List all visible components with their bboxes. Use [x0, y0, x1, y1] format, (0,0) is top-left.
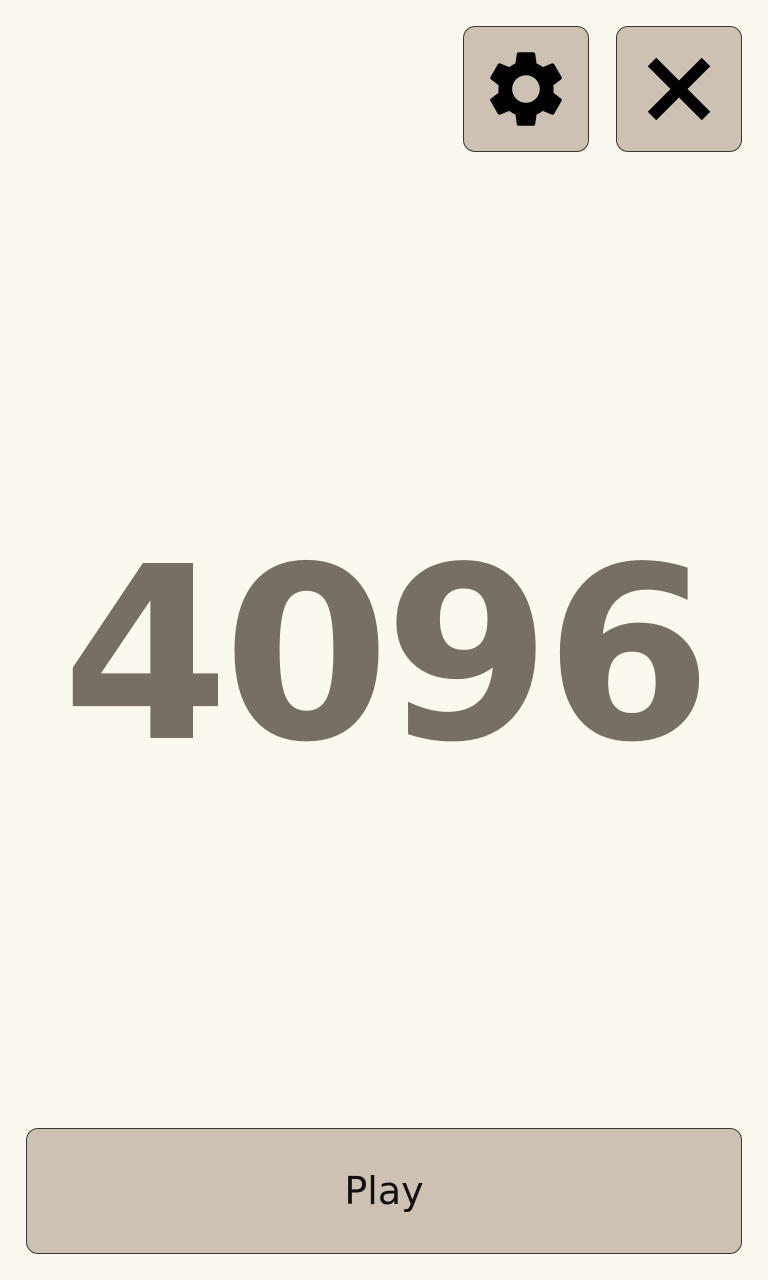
settings-button[interactable]	[463, 26, 589, 152]
game-title: 4096	[62, 515, 712, 795]
close-icon	[647, 57, 711, 121]
play-button[interactable]: Play	[26, 1128, 742, 1254]
gear-icon	[490, 52, 562, 126]
close-button[interactable]	[616, 26, 742, 152]
